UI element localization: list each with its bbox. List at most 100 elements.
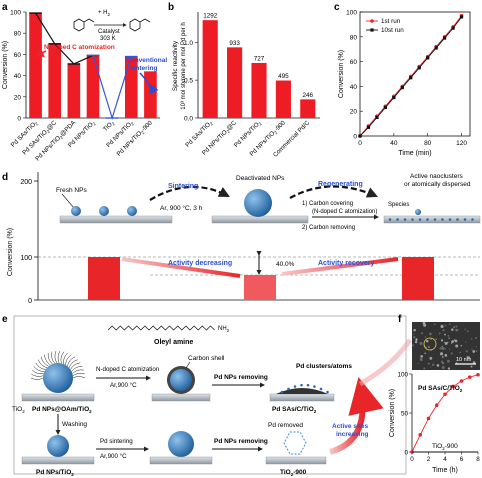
chart-f: 0 50 100 0 2 4 6 8 Time (h) Conversion (%) [389,372,480,475]
a-bar [48,43,62,118]
c-legend-marker [370,19,374,23]
d-ytick-0: 0 [28,298,32,305]
c-point [459,15,464,19]
f-xtick-label: 8 [476,456,480,463]
oam-ligand [51,351,55,364]
tem-speckle [466,330,469,333]
tem-speckle [453,339,456,341]
oam-ligand [65,354,72,366]
e-support-sas [269,393,335,402]
tem-speckle [419,358,423,361]
f-point [426,416,431,421]
panel-d: d 200 100 0 Conversion (%) Activity decr… [2,172,481,305]
oam-ligand [47,352,53,365]
a-ytick-label: 40 [14,73,22,80]
tem-speckle [441,356,444,358]
c-point [366,125,371,129]
d-species: Species [388,202,409,208]
tem-speckle [448,323,451,325]
tem-speckle [420,355,423,358]
tem-speckle [420,332,423,335]
d-regenerating-arrow [289,185,379,199]
d-bar-recovered [402,257,434,300]
a-ytick-label: 80 [14,31,22,38]
b-data-label: 727 [254,55,265,62]
d-sintering-arrow [149,185,230,201]
f-point [443,392,447,397]
tem-speckle [425,339,429,343]
tem-speckle [417,362,419,365]
c-point [434,46,438,50]
tem-speckle [436,364,440,367]
b-ytick-label: 0.0 [184,116,193,123]
reaction-temp: 303 K [100,36,116,42]
tem-speckle [414,340,418,344]
e-support-oam [21,393,95,402]
oam-ligand [72,373,85,376]
styrene-structure [73,18,95,32]
d-deactivated-label: Deactivated NPs [236,175,285,182]
e-pd-np [47,435,69,457]
e-oam-particle [30,350,86,393]
e-carbon-shell-label: Carbon shell [188,355,225,362]
tem-speckle [470,338,473,340]
tem-speckle [465,341,467,343]
c-xtick-label: 40 [390,140,398,147]
f-point [418,433,423,437]
d-atom [396,218,399,221]
tem-speckle [441,361,444,364]
d-atom [463,218,467,221]
d-fresh-np-1 [71,206,81,216]
f-point [459,379,464,383]
reaction-h2: + H2 [98,10,111,17]
panel-c: c 0 20 40 60 80 100 0 40 80 120 Time (min) Conversi… [334,2,471,157]
tem-speckle [454,339,458,343]
b-data-label: 246 [303,92,314,99]
b-bar [275,80,291,118]
d-ytick-100: 100 [20,255,32,262]
a-xtick-label: Pd NPs/TiO2-900 [115,119,154,158]
d-atom [433,218,437,221]
oam-ligand [67,356,75,367]
oam-ligand [68,359,78,368]
d-active-2: or atomically dispersed [404,181,471,188]
tem-speckle [451,328,454,331]
tem-speckle [452,340,454,342]
a-ytick-label: 60 [14,52,22,59]
a-xtick-label: TiO2 [102,119,116,133]
d-support-1 [59,215,173,224]
d-ytick-200: 200 [20,179,32,186]
tem-speckle [431,363,435,366]
d-active-1: Active naoclusters [410,173,463,180]
e-ar900b: Ar,900 °C [100,453,127,460]
d-support-3 [383,215,481,224]
tem-speckle [450,352,453,355]
d-percent: 40.0% [276,261,295,268]
e-atom [300,383,303,387]
c-ytick-label: 60 [350,59,358,66]
e-pd-removed: Pd removed [268,422,303,429]
c-xtick-label: 0 [358,140,362,147]
e-atom [280,390,284,394]
f-ytick-label: 0 [404,450,408,457]
d-atom [403,218,407,221]
f-ytick-label: 50 [401,411,409,418]
e-atom [293,385,297,388]
d-bar-fresh [88,257,120,300]
b-data-label: 933 [229,40,240,47]
tem-speckle [459,351,462,354]
tem-speckle [470,365,473,368]
panel-letter-b: b [168,2,174,13]
tem-speckle [451,342,453,344]
tem-image: 10 nm [412,321,480,370]
e-active-2: increasing [336,431,369,438]
e-washing: Washing [62,421,87,428]
c-xtick-label: 80 [424,140,432,147]
c-ylabel: Conversion (%) [338,50,345,98]
f-point [451,384,456,389]
b-ytick-label: 1.0 [184,40,193,47]
tem-speckle [448,337,450,339]
tem-scale: 10 nm [456,357,472,363]
tem-speckle [413,336,416,339]
